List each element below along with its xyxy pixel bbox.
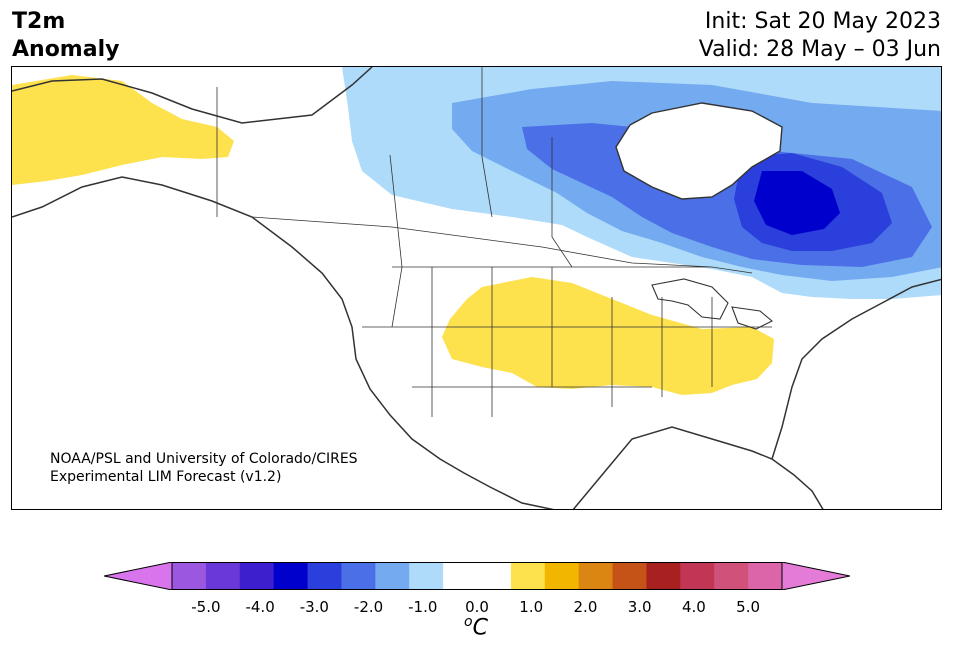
colorbar-segment	[612, 562, 647, 590]
colorbar-tick-label: -4.0	[245, 598, 275, 616]
cold-contour-level5	[754, 171, 840, 235]
credit-line1: NOAA/PSL and University of Colorado/CIRE…	[50, 451, 358, 467]
colorbar-tick-label: -2.0	[353, 598, 384, 616]
colorbar-segment	[409, 562, 444, 590]
colorbar-segment	[273, 562, 309, 590]
colorbar-segment	[172, 562, 207, 590]
chart-title-right: Init: Sat 20 May 2023 Valid: 28 May – 03…	[699, 8, 941, 64]
colorbar-segment	[307, 562, 342, 590]
colorbar-segment	[477, 562, 512, 590]
unit-text: C	[472, 615, 488, 641]
valid-range: Valid: 28 May – 03 Jun	[698, 37, 941, 62]
unit-superscript: o	[464, 614, 473, 630]
colorbar-tick-label: -5.0	[191, 598, 221, 616]
title-subtitle: Anomaly	[12, 37, 120, 62]
colorbar-tick-label: -3.0	[299, 598, 329, 616]
colorbar-tick-label: 2.0	[573, 598, 598, 616]
map-panel: NOAA/PSL and University of Colorado/CIRE…	[11, 66, 942, 510]
hudson-bay	[615, 102, 783, 200]
init-date: Init: Sat 20 May 2023	[704, 9, 941, 34]
colorbar-tick-label: -1.0	[408, 598, 438, 616]
colorbar	[104, 562, 850, 590]
warm-region-alaska	[12, 75, 234, 185]
colorbar-segment	[205, 562, 241, 590]
colorbar-segment	[714, 562, 749, 590]
colorbar-segment	[748, 562, 783, 590]
colorbar-segment	[646, 562, 681, 590]
colorbar-segment	[510, 562, 546, 590]
colorbar-tick-labels: -5.0 -4.0 -3.0 -2.0 -1.0 0.0 1.0 2.0 3.0 4.0 5.0	[0, 598, 953, 618]
colorbar-segment	[578, 562, 614, 590]
colorbar-tick-label: 5.0	[736, 598, 761, 616]
colorbar-segment	[341, 562, 376, 590]
credit-line2: Experimental LIM Forecast (v1.2)	[50, 469, 282, 485]
colorbar-segment	[680, 562, 715, 590]
colorbar-segment	[239, 562, 275, 590]
colorbar-outline	[171, 562, 783, 590]
colorbar-segment	[375, 562, 410, 590]
colorbar-extend-low	[104, 562, 173, 590]
political-boundaries	[216, 67, 772, 417]
colorbar-unit-label: oC	[464, 614, 488, 640]
colorbar-tick-label: 3.0	[627, 598, 652, 616]
colorbar-tick-label: 4.0	[681, 598, 706, 616]
coastline	[12, 67, 941, 509]
colorbar-segment	[443, 562, 478, 590]
warm-region-central-us	[442, 277, 774, 395]
chart-title-left: T2m Anomaly	[12, 8, 119, 64]
anomaly-map	[12, 67, 941, 509]
colorbar-extend-high	[781, 562, 850, 590]
colorbar-segment	[544, 562, 580, 590]
colorbar-tick-label: 0.0	[465, 598, 489, 616]
title-variable: T2m	[12, 9, 66, 34]
colorbar-tick-label: 1.0	[519, 598, 544, 616]
credit-text: NOAA/PSL and University of Colorado/CIRE…	[50, 450, 358, 486]
